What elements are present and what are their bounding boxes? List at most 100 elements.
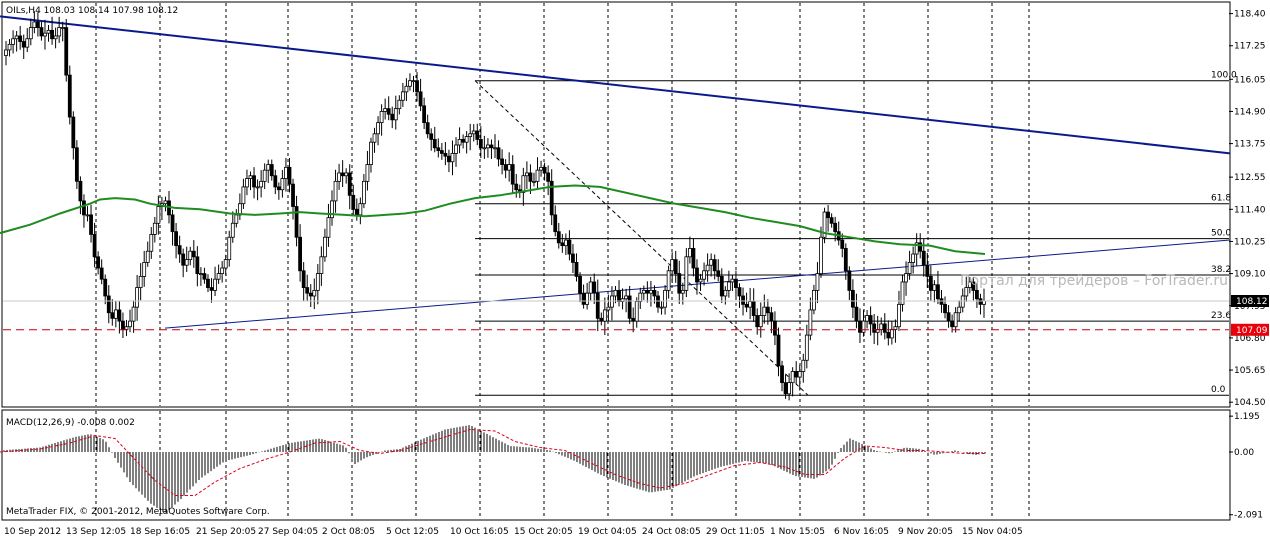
candle-bull xyxy=(822,211,827,238)
moving-average xyxy=(0,184,986,255)
candle-bear xyxy=(939,298,944,305)
candle-bull xyxy=(464,136,469,143)
x-tick-label: 15 Oct 20:05 xyxy=(514,527,573,537)
candle-bear xyxy=(571,253,575,263)
vertical-grid xyxy=(95,3,1030,519)
candle-bull xyxy=(400,91,405,101)
price-axis: 118.40 117.25 116.05 114.90 113.75 112.55 111.… xyxy=(3,10,1269,521)
candle-bear xyxy=(298,236,303,272)
candle-bull xyxy=(393,108,398,121)
candle-bear xyxy=(719,275,724,297)
candle-bull xyxy=(532,180,536,183)
candlesticks xyxy=(4,11,986,401)
candle-bear xyxy=(206,278,210,288)
candle-bear xyxy=(461,139,466,143)
candle-bear xyxy=(794,371,799,378)
candle-bear xyxy=(581,292,586,305)
candle-bull xyxy=(43,32,47,37)
y-tick-label: 109.10 xyxy=(1234,270,1266,280)
candle-bear xyxy=(691,248,696,269)
candle-bear xyxy=(436,147,441,151)
candle-bear xyxy=(928,275,933,291)
candle-bull xyxy=(255,186,260,189)
trendline-up xyxy=(164,239,1231,329)
candle-bull xyxy=(326,217,331,238)
watermark-text: Портал для трейдеров – ForTrader.ru xyxy=(960,273,1228,289)
candle-bull xyxy=(213,278,217,291)
candle-bear xyxy=(829,217,834,224)
candle-bull xyxy=(709,259,714,266)
candle-bear xyxy=(549,180,554,216)
candle-bull xyxy=(748,301,753,308)
candle-bear xyxy=(191,250,196,258)
candle-bull xyxy=(758,315,763,328)
candle-bear xyxy=(734,278,738,288)
candle-bull xyxy=(138,275,143,288)
candle-bull xyxy=(156,206,161,224)
x-tick-label: 2 Oct 08:05 xyxy=(322,527,375,537)
candle-bull xyxy=(60,27,65,29)
candle-bull xyxy=(702,270,706,280)
candle-bear xyxy=(170,214,175,233)
candle-bull xyxy=(85,214,90,217)
candle-bull xyxy=(142,262,147,277)
candle-bull xyxy=(861,320,866,333)
candle-bear xyxy=(975,289,979,300)
candle-bull xyxy=(865,315,869,322)
candle-bear xyxy=(475,130,480,140)
candle-bull xyxy=(521,175,526,193)
candle-bull xyxy=(454,144,458,154)
candle-bull xyxy=(726,281,731,291)
x-tick-label: 18 Sep 16:05 xyxy=(130,527,190,537)
macd-y-tick-label: 0.00 xyxy=(1234,448,1254,458)
candle-bear xyxy=(294,206,299,238)
candle-bear xyxy=(652,289,657,297)
candle-bull xyxy=(337,172,341,182)
candle-bear xyxy=(96,256,101,269)
candle-bear xyxy=(741,295,745,305)
candle-bull xyxy=(11,38,15,45)
candle-bull xyxy=(284,166,288,179)
x-tick-label: 9 Nov 20:05 xyxy=(898,527,953,537)
candle-bull xyxy=(585,292,590,305)
candle-bull xyxy=(245,178,249,188)
candle-bull xyxy=(163,200,168,205)
candle-bull xyxy=(900,281,905,305)
candle-bull xyxy=(266,164,271,171)
macd-indicator xyxy=(0,425,986,513)
macd-y-tick-label: -2.091 xyxy=(1234,511,1263,521)
candle-bull xyxy=(620,298,625,302)
candle-bear xyxy=(631,317,636,322)
candle-bull xyxy=(730,278,735,283)
candle-bull xyxy=(184,259,189,266)
fibo-anchor-line xyxy=(474,80,809,396)
candle-bull xyxy=(610,295,614,308)
candle-bear xyxy=(546,172,551,182)
candle-bear xyxy=(886,331,891,339)
candle-bull xyxy=(223,259,228,269)
fibo-level-label: 100.0 xyxy=(1211,71,1237,81)
candle-bear xyxy=(599,317,604,322)
candle-bear xyxy=(301,270,306,288)
candle-bull xyxy=(46,29,51,34)
candle-bear xyxy=(390,113,395,121)
candle-bull xyxy=(319,256,324,274)
candle-bull xyxy=(524,172,529,177)
candle-bear xyxy=(946,312,951,322)
candle-bull xyxy=(705,264,710,272)
x-tick-label: 24 Oct 08:05 xyxy=(642,527,701,537)
fibo-level-label: 50.0 xyxy=(1211,229,1231,239)
candle-bull xyxy=(135,287,140,308)
candle-bear xyxy=(858,320,862,333)
candle-bull xyxy=(124,326,129,330)
candle-bull xyxy=(812,289,816,311)
candle-bull xyxy=(893,326,898,330)
candle-bull xyxy=(315,273,320,291)
candle-bear xyxy=(386,108,391,115)
candle-bear xyxy=(21,41,26,48)
candle-bear xyxy=(755,315,760,328)
candle-bull xyxy=(680,289,685,294)
candle-bear xyxy=(252,175,256,188)
candle-bear xyxy=(351,194,356,210)
candle-bear xyxy=(840,239,845,249)
